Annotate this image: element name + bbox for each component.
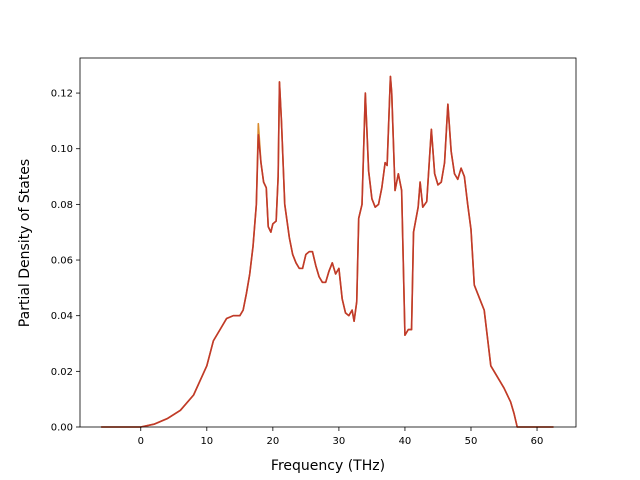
y-tick-label: 0.12 [51, 89, 73, 100]
line-series [101, 75, 554, 428]
x-tick-label: 20 [266, 436, 279, 447]
x-tick-label: 60 [531, 436, 544, 447]
y-tick-label: 0.02 [51, 367, 73, 378]
x-tick-label: 50 [465, 436, 478, 447]
y-tick-label: 0.00 [51, 423, 73, 434]
y-tick-label: 0.06 [51, 256, 73, 267]
x-tick-label: 10 [200, 436, 213, 447]
line-series [101, 75, 554, 428]
x-tick-label: 40 [399, 436, 412, 447]
y-tick-label: 0.10 [51, 144, 73, 155]
y-axis-title: Partial Density of States [17, 159, 33, 327]
x-tick-label: 30 [333, 436, 346, 447]
y-tick-label: 0.08 [51, 200, 73, 211]
x-axis-title: Frequency (THz) [271, 458, 385, 474]
x-tick-label: 0 [138, 436, 144, 447]
y-tick-label: 0.04 [51, 311, 73, 322]
plot-frame [79, 57, 577, 428]
